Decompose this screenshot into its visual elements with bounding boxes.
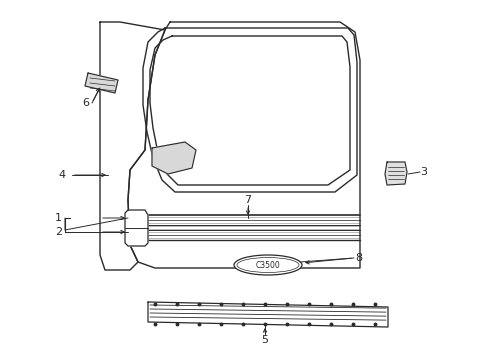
Text: 4: 4 <box>58 170 66 180</box>
Text: 1: 1 <box>55 213 62 223</box>
Polygon shape <box>148 302 388 327</box>
Text: 6: 6 <box>82 98 90 108</box>
Polygon shape <box>152 142 196 174</box>
Text: 2: 2 <box>55 227 62 237</box>
Polygon shape <box>385 162 407 185</box>
Text: 3: 3 <box>420 167 427 177</box>
Text: C3500: C3500 <box>256 261 280 270</box>
Polygon shape <box>85 73 118 93</box>
Text: 5: 5 <box>262 335 269 345</box>
Polygon shape <box>128 22 360 268</box>
Polygon shape <box>100 22 165 270</box>
Polygon shape <box>125 210 148 246</box>
Text: 8: 8 <box>355 253 362 263</box>
Ellipse shape <box>234 255 302 275</box>
Text: 7: 7 <box>245 195 251 205</box>
